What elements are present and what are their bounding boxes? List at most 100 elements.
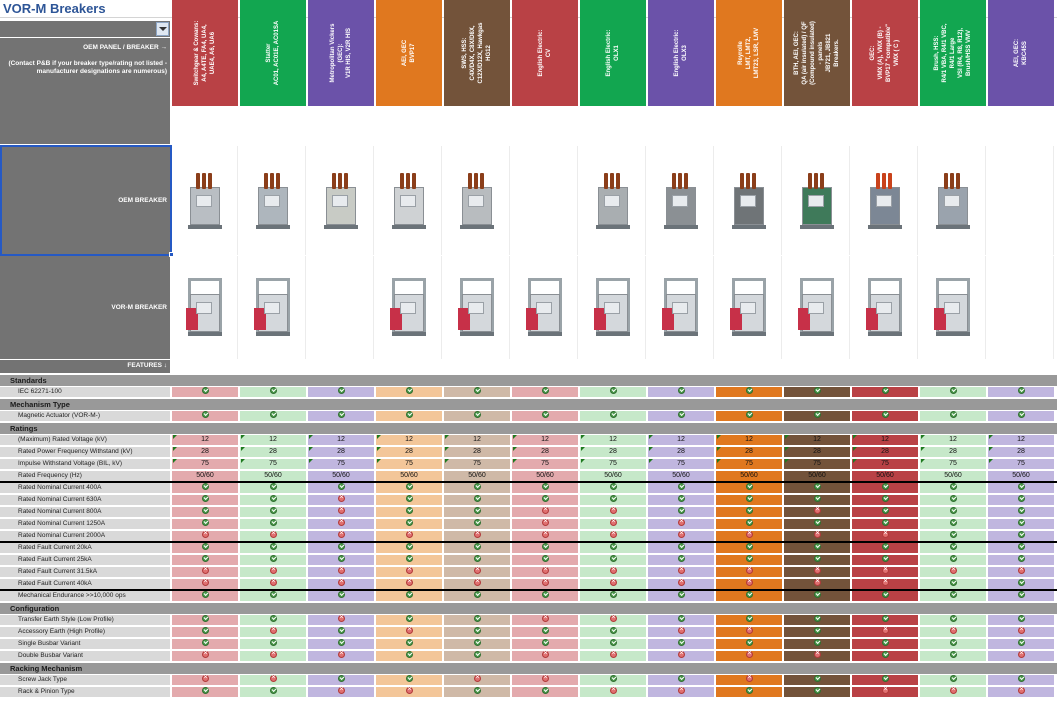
feature-value-cell <box>852 674 918 685</box>
control-panel <box>263 301 280 314</box>
check-icon <box>745 386 753 394</box>
base <box>187 331 222 336</box>
feature-value-cell <box>988 625 1054 637</box>
check-icon <box>201 410 209 418</box>
cross-icon <box>1017 649 1025 658</box>
feature-row: Rated Nominal Current 800A <box>0 505 1057 518</box>
feature-label: Rack & Pinion Type <box>0 687 170 697</box>
base <box>323 224 358 229</box>
check-icon <box>1017 554 1025 562</box>
feature-value-cell <box>784 482 850 493</box>
feature-value-cell <box>444 506 510 517</box>
feature-value-cell <box>852 685 918 697</box>
check-icon <box>813 518 821 526</box>
feature-value-cell: 12 <box>376 435 442 445</box>
feature-value-cell <box>240 542 306 553</box>
feature-value-cell <box>376 625 442 637</box>
feature-value-cell <box>172 638 238 649</box>
feature-value-cell <box>376 518 442 529</box>
feature-value-cell <box>308 638 374 649</box>
feature-value-cell: 75 <box>784 459 850 469</box>
check-icon <box>201 686 209 694</box>
feature-label: Rated Nominal Current 630A <box>0 495 170 505</box>
feature-value-cell <box>376 542 442 553</box>
cross-icon <box>541 505 549 514</box>
check-icon <box>813 410 821 418</box>
check-icon <box>269 386 277 394</box>
check-icon <box>201 506 209 514</box>
feature-value-cell <box>648 685 714 697</box>
feature-value-cell: 12 <box>512 435 578 445</box>
pole <box>269 172 274 189</box>
feature-value-cell <box>444 590 510 601</box>
side-panel <box>661 307 674 330</box>
side-panel <box>933 307 946 330</box>
feature-value-cell <box>852 554 918 565</box>
check-icon <box>745 554 753 562</box>
base <box>867 331 902 336</box>
cross-icon <box>813 649 821 658</box>
check-icon <box>881 650 889 658</box>
check-icon <box>1017 482 1025 490</box>
feature-value-cell <box>512 410 578 421</box>
feature-value-cell: 28 <box>580 447 646 457</box>
feature-value-cell <box>716 590 782 601</box>
feature-value-cell <box>648 625 714 637</box>
vorm-breaker-photo <box>250 276 296 340</box>
feature-label: Rated Fault Current 31.5kA <box>0 567 170 577</box>
check-icon <box>541 626 549 634</box>
check-icon <box>813 626 821 634</box>
control-panel <box>195 194 212 207</box>
feature-value-cell <box>920 565 986 577</box>
feature-value-cell <box>580 565 646 577</box>
check-icon <box>337 386 345 394</box>
pole <box>195 172 200 189</box>
cross-icon <box>337 565 345 574</box>
feature-value-cell: 28 <box>444 447 510 457</box>
check-icon <box>473 554 481 562</box>
cross-icon <box>541 613 549 622</box>
section-header-ratings: Ratings <box>0 423 1057 434</box>
feature-value-cell <box>784 554 850 565</box>
feature-value-cell <box>648 638 714 649</box>
cross-icon <box>609 577 617 586</box>
cross-icon <box>269 565 277 574</box>
feature-value-cell: 50/60 <box>716 471 782 481</box>
cross-icon <box>541 529 549 538</box>
feature-value-cell: 50/60 <box>648 471 714 481</box>
check-icon <box>405 386 413 394</box>
feature-label: Rated Nominal Current 400A <box>0 483 170 493</box>
feature-value-cell <box>920 530 986 541</box>
check-icon <box>201 626 209 634</box>
check-icon <box>949 542 957 550</box>
filter-dropdown-button[interactable] <box>156 22 169 36</box>
feature-value-cell <box>512 577 578 589</box>
vorm-breaker-image-cell <box>648 256 714 359</box>
oem-breaker-label-cell[interactable]: OEM BREAKER <box>0 146 170 255</box>
feature-value-cell <box>580 626 646 637</box>
check-icon <box>677 506 685 514</box>
feature-value-cell <box>784 494 850 505</box>
feature-value-cell <box>920 386 986 397</box>
check-icon <box>881 674 889 682</box>
check-icon <box>473 638 481 646</box>
feature-value-cell <box>512 386 578 397</box>
feature-value-cell <box>512 517 578 529</box>
check-icon <box>473 650 481 658</box>
oem-breaker-image-cell <box>512 146 578 255</box>
oem-breaker-photo <box>386 169 432 233</box>
feature-value-cell <box>648 554 714 565</box>
pole <box>275 172 280 189</box>
check-icon <box>881 554 889 562</box>
control-panel <box>875 194 892 207</box>
control-panel <box>467 194 484 207</box>
feature-value-cell <box>172 590 238 601</box>
vorm-breaker-image-cell <box>308 256 374 359</box>
oem-panel-label-cell: OEM PANEL / BREAKER → (Contact P&B if you… <box>0 38 170 144</box>
fill-handle[interactable] <box>169 252 174 257</box>
feature-value-cell <box>784 577 850 589</box>
pole <box>677 172 682 189</box>
cross-icon <box>269 529 277 538</box>
feature-row: Rated Nominal Current 400A <box>0 482 1057 494</box>
